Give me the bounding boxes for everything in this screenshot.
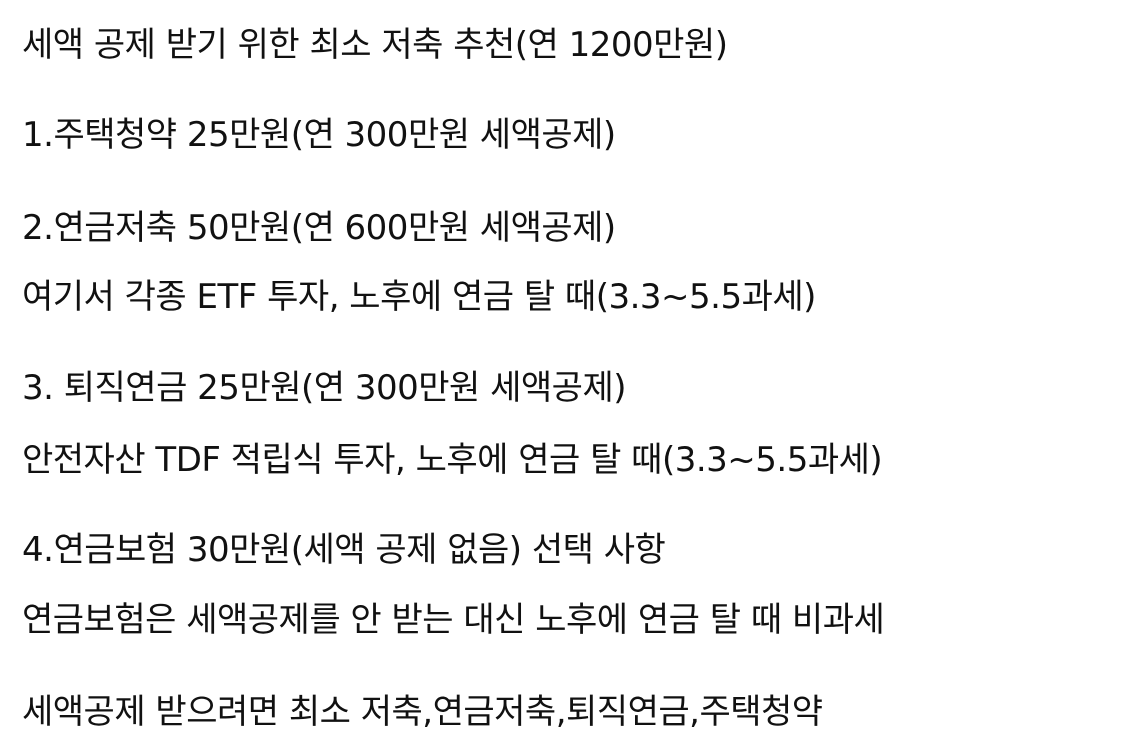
item-3-line: 3. 퇴직연금 25만원(연 300만원 세액공제) <box>22 368 627 408</box>
item-3-note: 안전자산 TDF 적립식 투자, 노후에 연금 탈 때(3.3~5.5과세) <box>22 440 883 480</box>
item-1-line: 1.주택청약 25만원(연 300만원 세액공제) <box>22 115 616 155</box>
item-4-note: 연금보험은 세액공제를 안 받는 대신 노후에 연금 탈 때 비과세 <box>22 600 885 640</box>
item-2-line: 2.연금저축 50만원(연 600만원 세액공제) <box>22 208 616 248</box>
title-line: 세액 공제 받기 위한 최소 저축 추천(연 1200만원) <box>22 25 728 65</box>
item-2-note: 여기서 각종 ETF 투자, 노후에 연금 탈 때(3.3~5.5과세) <box>22 277 816 317</box>
summary-line: 세액공제 받으려면 최소 저축,연금저축,퇴직연금,주택청약 <box>22 692 823 732</box>
item-4-line: 4.연금보험 30만원(세액 공제 없음) 선택 사항 <box>22 530 666 570</box>
